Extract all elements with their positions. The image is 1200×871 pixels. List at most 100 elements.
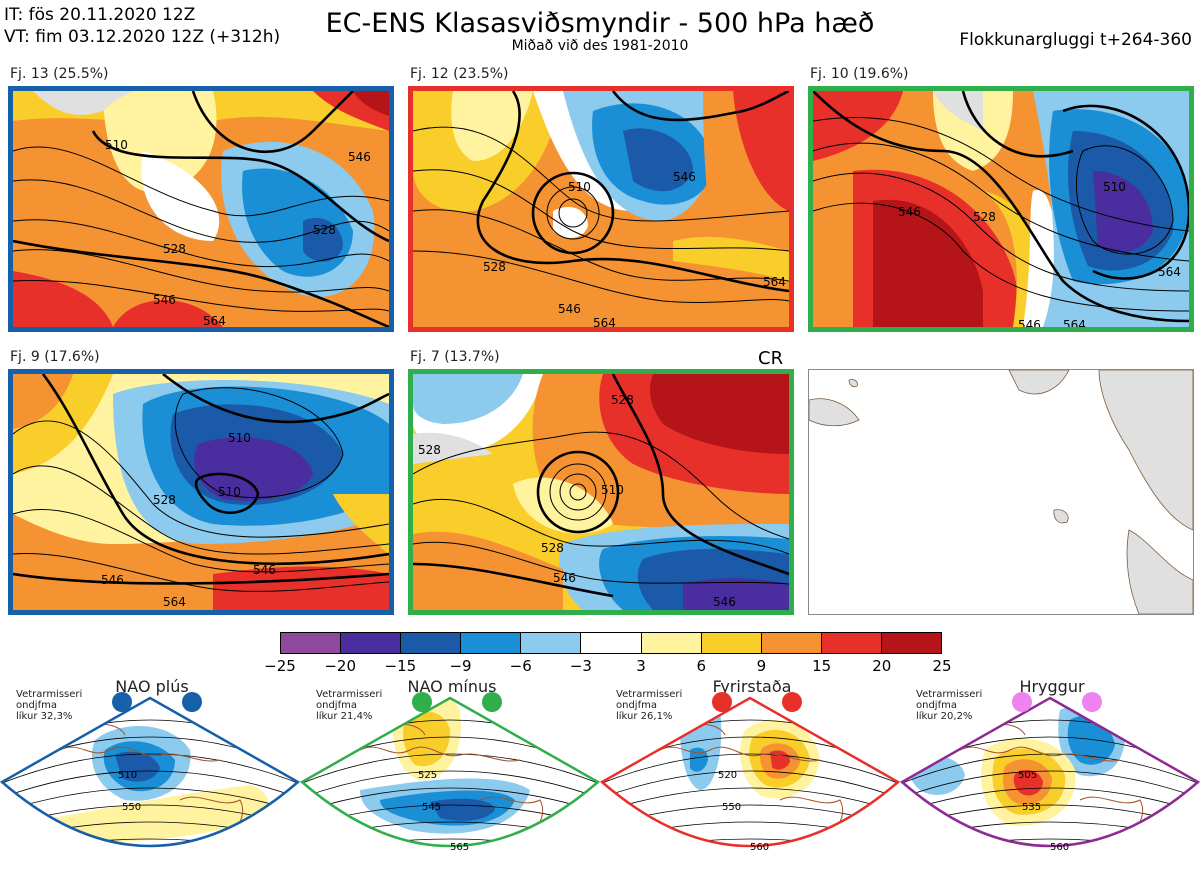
height-contour: [2, 770, 298, 803]
anomaly-map: 510 528 546 546 528 528: [413, 374, 789, 610]
contour-label: 564: [163, 595, 186, 609]
regime-note-line: ondjfma: [316, 700, 357, 711]
contour-label: 564: [1158, 265, 1181, 279]
regime-title: Hryggur: [1019, 677, 1085, 696]
regime-note: Vetrarmisseri ondjfma líkur 26,1%: [616, 689, 682, 722]
initial-time: IT: fös 20.11.2020 12Z: [4, 5, 196, 25]
contour-label: 546: [673, 170, 696, 184]
regime-title: NAO mínus: [407, 677, 497, 696]
colorbar-tick-label: 15: [812, 657, 832, 675]
colorbar-ticks: −25 −20 −15 −9 −6 −3 3 6 9 15 20 25: [264, 657, 951, 675]
regime-marker-dot: [182, 692, 202, 712]
colorbar-tick-label: 9: [756, 657, 767, 675]
contour-label: 546: [253, 563, 276, 577]
contour-label: 546: [713, 595, 736, 609]
cluster-label: Fj. 9 (17.6%): [10, 349, 100, 365]
height-contour: [602, 838, 898, 846]
regime-note-line: líkur 32,3%: [16, 711, 73, 722]
regime-note-line: Vetrarmisseri: [916, 689, 983, 700]
regime-marker-dot: [782, 692, 802, 712]
height-contour: [600, 856, 900, 870]
regime-title: Fyrirstaða: [712, 677, 792, 696]
contour-label: 560: [750, 842, 769, 853]
contour-label: 565: [450, 842, 469, 853]
regime-map: 520 550 560: [600, 696, 900, 870]
colorbar-tick-label: 6: [696, 657, 707, 675]
height-contour: [302, 787, 598, 817]
anomaly-map: 510 510 528 546 546 564: [13, 374, 389, 610]
colorbar-tick-label: −9: [449, 657, 472, 675]
height-contour: [300, 856, 600, 870]
height-contour: [902, 770, 1198, 803]
colorbar-swatch: [640, 633, 701, 653]
contour-label: 528: [418, 443, 441, 457]
cluster-map-fj9: 510 510 528 546 546 564: [8, 369, 394, 615]
contour-label: 520: [718, 770, 737, 781]
regime-note: Vetrarmisseri ondjfma líkur 21,4%: [316, 689, 382, 722]
coastline-map: [809, 370, 1193, 614]
regime-note: Vetrarmisseri ondjfma líkur 20,2%: [916, 689, 982, 722]
regime-note-line: líkur 21,4%: [316, 711, 373, 722]
regime-note-line: Vetrarmisseri: [16, 689, 83, 700]
contour-label: 510: [105, 138, 128, 152]
height-contour: [2, 787, 298, 817]
regime-marker-dot: [1082, 692, 1102, 712]
regime-outline: [900, 696, 1200, 848]
height-contour: [302, 770, 598, 803]
anomaly-map: 510 528 528 546 546 564: [13, 91, 389, 327]
height-contour: [900, 856, 1200, 870]
cluster-map-fj12: 510 528 546 546 564 564: [408, 86, 794, 332]
height-contour: [0, 856, 300, 870]
anomaly-region: [40, 785, 269, 842]
colorbar-tick-label: 3: [636, 657, 646, 675]
cluster-map-fj7: 510 528 546 546 528 528: [408, 369, 794, 615]
colorbar-swatch: [760, 633, 821, 653]
contour-label: 510: [218, 485, 241, 499]
regime-title: NAO plús: [115, 677, 189, 696]
anomaly-region: [690, 747, 708, 772]
regime-map: 525 545 565: [300, 696, 600, 870]
cluster-label: Fj. 12 (23.5%): [410, 66, 509, 82]
colorbar: [280, 632, 942, 654]
colorbar-tick-label: −6: [509, 657, 532, 675]
colorbar-tick-label: −3: [569, 657, 592, 675]
anomaly-map: 510 528 546 546 564 564: [413, 91, 789, 327]
height-contour: [302, 753, 598, 789]
height-contour: [2, 838, 298, 846]
contour-label: 546: [348, 150, 371, 164]
regime-map: 505 535 560: [900, 696, 1200, 870]
anomaly-region: [430, 798, 495, 821]
regime-note-line: Vetrarmisseri: [616, 689, 683, 700]
regime-note-line: ondjfma: [616, 700, 657, 711]
colorbar-swatch: [281, 633, 341, 653]
contour-label: 546: [1018, 318, 1041, 327]
contour-label: 546: [558, 302, 581, 316]
regime-outline: [0, 696, 300, 848]
height-contour: [902, 838, 1198, 846]
contour-label: 546: [898, 205, 921, 219]
contour-label: 535: [1022, 802, 1041, 813]
valid-time: VT: fim 03.12.2020 12Z (+312h): [4, 27, 281, 47]
regime-note: Vetrarmisseri ondjfma líkur 32,3%: [16, 689, 82, 722]
contour-label: 528: [153, 493, 176, 507]
cluster-map-fj10: 510 528 546 546 564 564: [808, 86, 1194, 332]
contour-label: 510: [118, 770, 137, 781]
contour-label: 528: [541, 541, 564, 555]
regime-note-line: líkur 20,2%: [916, 711, 973, 722]
height-contour: [2, 753, 298, 789]
colorbar-swatch: [340, 633, 401, 653]
regime-outline: [600, 696, 900, 848]
anomaly-map: 510 528 546 546 564 564: [813, 91, 1189, 327]
contour-label: 528: [163, 242, 186, 256]
regime-map: 510 550: [0, 696, 300, 870]
contour-label: 564: [1063, 318, 1086, 327]
contour-label: 525: [418, 770, 437, 781]
contour-label: 560: [1050, 842, 1069, 853]
regime-note-line: líkur 26,1%: [616, 711, 673, 722]
regime-outline: [300, 696, 600, 848]
colorbar-tick-label: −20: [324, 657, 356, 675]
cluster-label: Fj. 10 (19.6%): [810, 66, 909, 82]
contour-label: 564: [203, 314, 226, 327]
colorbar-swatch: [460, 633, 521, 653]
cr-label: CR: [758, 348, 784, 369]
